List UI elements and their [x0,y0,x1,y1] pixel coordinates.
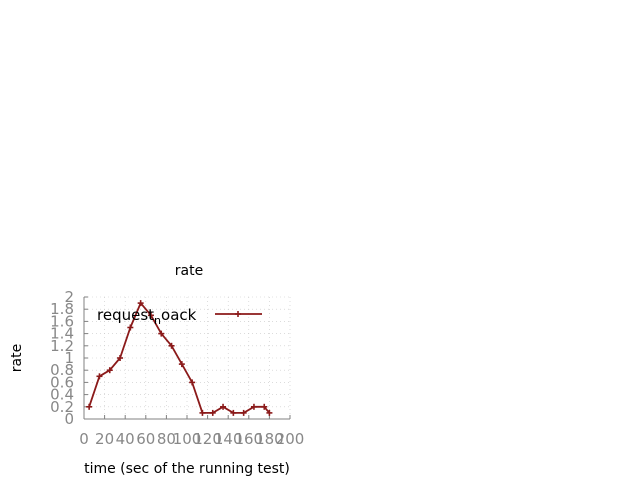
y-tick-label: 1.8 [50,300,74,318]
data-point [137,300,144,307]
y-tick-label: 0.6 [50,373,74,391]
data-point [168,342,175,349]
data-point [189,379,196,386]
x-tick-label: 20 [95,430,114,448]
x-tick-label: 180 [255,430,284,448]
tick-labels: 0 20 40 60 8010012014016018020000.20.40.60.8… [50,288,304,448]
data-point [199,409,206,416]
y-tick-label: 1.6 [50,312,74,330]
data-point [250,403,257,410]
y-axis-label: rate [9,344,25,372]
x-tick-label: 80 [157,430,176,448]
legend-label: requestnoack [97,306,197,327]
y-tick-label: 0 [64,410,74,428]
data-point [86,403,93,410]
x-tick-label: 60 [136,430,155,448]
y-tick-label: 1 [64,349,74,367]
x-axis-label: time (sec of the running test) [84,461,290,477]
data-point [178,361,185,368]
data-point [261,403,268,410]
y-tick-label: 1.2 [50,337,74,355]
grid [83,296,291,420]
data-point [158,330,165,337]
legend: requestnoack [97,306,262,327]
x-tick-label: 40 [116,430,135,448]
y-tick-label: 2 [64,288,74,306]
x-tick-label: 120 [193,430,222,448]
data-point [240,409,247,416]
x-tick-label: 0 [79,430,89,448]
data-point [106,367,113,374]
axes [83,296,291,420]
series [86,300,273,416]
y-tick-label: 1.4 [50,325,74,343]
x-tick-label: 160 [234,430,263,448]
data-point [96,373,103,380]
x-tick-label: 100 [173,430,202,448]
data-point [209,409,216,416]
x-tick-label: 140 [214,430,243,448]
x-tick-label: 200 [276,430,305,448]
data-point [127,324,134,331]
y-tick-label: 0.2 [50,398,74,416]
data-point [266,409,273,416]
data-point [147,312,154,319]
legend-marker [235,311,241,317]
y-tick-label: 0.8 [50,361,74,379]
data-point [117,355,124,361]
data-point [220,403,227,410]
y-tick-label: 0.4 [50,386,74,404]
data-point [230,409,237,416]
chart-title: rate [175,263,203,279]
